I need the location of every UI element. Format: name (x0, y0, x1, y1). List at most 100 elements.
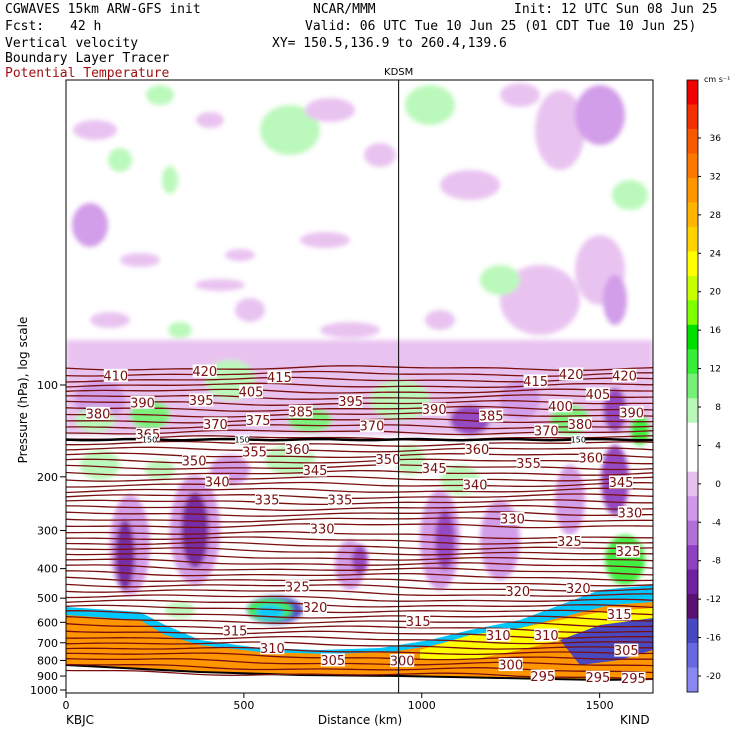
theta-contour-line (66, 523, 653, 529)
theta-label-bg (534, 424, 559, 438)
theta-label: 390 (130, 396, 155, 411)
theta-contour-line (66, 652, 653, 661)
theta-contour-line (66, 599, 653, 609)
colorbar-swatch (687, 643, 698, 669)
theta-label: 150 (142, 436, 157, 445)
x-axis-label: Distance (km) (318, 713, 402, 727)
colorbar-tick-label: -16 (706, 634, 721, 644)
theta-label: 310 (486, 629, 511, 644)
theta-contour-line (66, 370, 653, 377)
theta-contour-line (66, 604, 653, 616)
theta-label: 315 (223, 624, 248, 639)
colorbar-swatch (687, 398, 698, 424)
colorbar-tick-label: 20 (710, 288, 722, 298)
theta-label-bg (260, 641, 285, 655)
colorbar-tick-label: 28 (710, 211, 722, 221)
colorbar-tick-label: 32 (710, 172, 721, 182)
colorbar-frame (686, 79, 699, 693)
tropopause-line (66, 437, 653, 442)
theta-label-bg (310, 522, 335, 536)
theta-label-bg (616, 544, 641, 558)
theta-label-bg (205, 474, 230, 488)
theta-label-bg (130, 395, 155, 409)
colorbar-tick-label: -12 (706, 595, 721, 605)
theta-contour-line (66, 594, 653, 602)
theta-label-bg (559, 367, 584, 381)
xy-range: XY= 150.5,136.9 to 260.4,139.6 (272, 36, 507, 51)
theta-label: 345 (303, 464, 328, 479)
theta-contour-line (66, 382, 653, 388)
x-tick-label: 1500 (586, 699, 614, 712)
colorbar-swatch (687, 471, 698, 497)
theta-label: 420 (559, 368, 584, 383)
theta-label-bg (516, 456, 541, 470)
forecast-hours: 42 h (70, 19, 102, 34)
theta-label: 295 (621, 672, 646, 687)
colorbar-swatch (687, 324, 698, 350)
theta-contour-line (66, 458, 653, 465)
theta-contour-line (66, 446, 653, 453)
theta-contour-line (66, 541, 653, 551)
theta-label-bg (523, 374, 548, 388)
theta-label: 345 (609, 476, 634, 491)
theta-label-bg (614, 643, 639, 657)
theta-label-bg (578, 451, 603, 465)
theta-label-bg (463, 478, 488, 492)
theta-label: 420 (192, 365, 217, 380)
theta-label: 325 (616, 545, 641, 560)
theta-contour-line (66, 464, 653, 471)
theta-contour-line (66, 511, 653, 517)
theta-label: 295 (530, 670, 555, 685)
colorbar-units: cm s⁻¹ (704, 75, 730, 84)
theta-contour-line (66, 536, 653, 545)
theta-label: 320 (505, 585, 530, 600)
theta-label-bg (303, 600, 328, 614)
colorbar-swatch (687, 373, 698, 399)
y-tick-label: 500 (37, 592, 58, 605)
theta-label: 315 (406, 615, 431, 630)
theta-label-bg (406, 614, 431, 628)
y-tick-label: 100 (37, 379, 58, 392)
colorbar-swatch (687, 128, 698, 154)
theta-label-bg (548, 399, 573, 413)
colorbar-tick-label: -4 (712, 518, 721, 528)
valid-time: Valid: 06 UTC Tue 10 Jun 25 (01 CDT Tue … (305, 19, 697, 34)
colorbar-swatch (687, 520, 698, 546)
theta-contour-line (66, 493, 653, 500)
colorbar-tick-label: -20 (706, 672, 721, 682)
theta-contour-line (66, 499, 653, 506)
theta-label-bg (617, 506, 642, 520)
theta-contour-line (66, 440, 653, 447)
y-tick-label: 600 (37, 616, 58, 629)
x-tick-label: 0 (63, 699, 70, 712)
theta-label: 370 (203, 418, 228, 433)
theta-label-bg (288, 404, 313, 418)
theta-label-bg (222, 623, 247, 637)
theta-label: 375 (246, 414, 271, 429)
theta-label: 405 (585, 388, 610, 403)
theta-label: 305 (614, 644, 639, 659)
colorbar-swatch (687, 275, 698, 301)
model-title: CGWAVES 15km ARW-GFS init (5, 2, 201, 17)
theta-label-bg (238, 384, 263, 398)
theta-label: 360 (285, 443, 310, 458)
y-tick-label: 900 (37, 670, 58, 683)
theta-contour-line (66, 547, 653, 556)
theta-label-bg (464, 442, 489, 456)
theta-label: 370 (360, 420, 385, 435)
theta-label-bg (242, 444, 267, 458)
theta-label-bg (571, 435, 586, 445)
colorbar-swatch (687, 251, 698, 277)
theta-label-bg (103, 368, 128, 382)
x-tick-label: 1000 (408, 699, 436, 712)
theta-contour-line (66, 663, 653, 674)
theta-label: 310 (260, 642, 285, 657)
theta-contour-line (66, 564, 653, 576)
potential-temperature-contours (66, 365, 653, 680)
theta-label-bg (235, 435, 250, 445)
theta-label-bg (585, 387, 610, 401)
colorbar-swatch (687, 104, 698, 130)
theta-label: 150 (571, 436, 586, 445)
theta-label: 380 (568, 418, 593, 433)
theta-label: 385 (288, 405, 313, 420)
